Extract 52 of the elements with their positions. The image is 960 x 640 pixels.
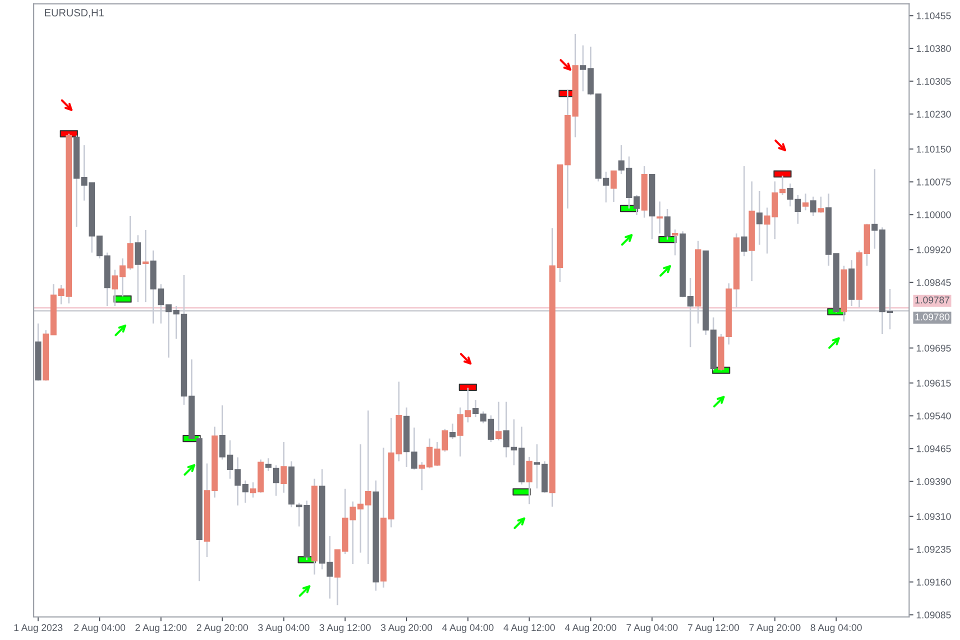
x-tick-label: 8 Aug 04:00 xyxy=(810,624,862,633)
x-tick-label: 2 Aug 04:00 xyxy=(74,624,126,633)
y-tick-label: 1.09615 xyxy=(916,380,951,387)
candlestick xyxy=(142,229,149,303)
y-tick-label: 1.09465 xyxy=(916,445,951,452)
y-tick-label: 1.09160 xyxy=(916,578,951,586)
x-tick-label: 2 Aug 12:00 xyxy=(136,624,187,633)
y-tick-label: 1.10000 xyxy=(916,211,951,218)
candlestick xyxy=(280,441,287,494)
x-tick-label: 4 Aug 20:00 xyxy=(564,624,616,633)
x-tick-label: 7 Aug 04:00 xyxy=(626,624,678,633)
y-tick-label: 1.09310 xyxy=(916,513,951,520)
y-tick-label: 1.09390 xyxy=(916,478,951,486)
y-tick-label: 1.10380 xyxy=(916,45,951,52)
candlestick xyxy=(449,422,456,440)
ref-line-label: 1.09787 xyxy=(915,296,950,304)
chart-title: EURUSD,H1 xyxy=(44,9,104,18)
candlestick xyxy=(610,170,617,203)
y-tick-label: 1.10150 xyxy=(916,146,951,153)
y-tick-label: 1.09540 xyxy=(916,412,951,420)
candlestick xyxy=(656,200,663,234)
candlestick xyxy=(810,196,816,217)
x-tick-label: 7 Aug 20:00 xyxy=(749,624,800,633)
ref-line-label: 1.09780 xyxy=(915,314,950,320)
candlestick xyxy=(741,165,748,257)
candlestick xyxy=(265,458,272,472)
candlestick xyxy=(664,208,671,240)
x-tick-label: 2 Aug 20:00 xyxy=(196,624,248,633)
candlestick xyxy=(495,401,502,441)
x-tick-label: 3 Aug 12:00 xyxy=(320,624,371,633)
x-tick-label: 4 Aug 12:00 xyxy=(504,624,555,633)
candlestick xyxy=(756,190,763,246)
x-tick-label: 1 Aug 2023 xyxy=(14,624,62,633)
x-tick-label: 3 Aug 20:00 xyxy=(380,624,432,633)
y-tick-label: 1.09235 xyxy=(916,546,951,553)
x-tick-label: 7 Aug 12:00 xyxy=(688,624,740,633)
candlestick xyxy=(526,456,532,505)
y-tick-label: 1.10305 xyxy=(916,78,951,85)
y-tick-label: 1.09085 xyxy=(916,612,951,618)
candlestick xyxy=(802,192,809,211)
candlestick xyxy=(134,234,142,303)
candlestick xyxy=(672,228,678,256)
x-tick-label: 3 Aug 04:00 xyxy=(258,624,310,633)
y-tick-label: 1.10455 xyxy=(916,12,951,20)
candlestick xyxy=(272,464,280,497)
y-tick-label: 1.10075 xyxy=(916,178,951,186)
y-tick-label: 1.09695 xyxy=(916,344,951,352)
x-tick-label: 4 Aug 04:00 xyxy=(442,624,494,633)
y-tick-label: 1.10230 xyxy=(916,110,951,118)
candlestick xyxy=(818,196,824,214)
y-tick-label: 1.09845 xyxy=(916,279,951,286)
y-tick-label: 1.09920 xyxy=(916,246,951,254)
